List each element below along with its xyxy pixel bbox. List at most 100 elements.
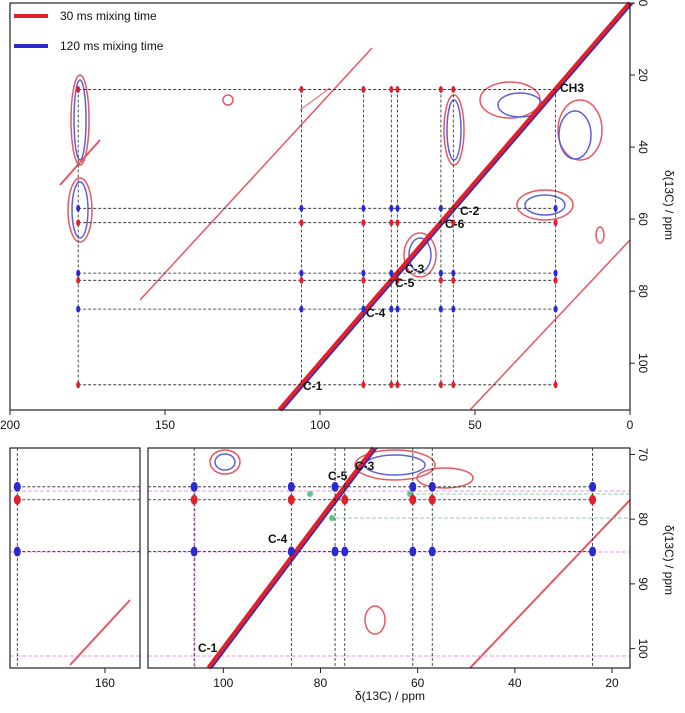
contours-bottom bbox=[10, 449, 631, 669]
cross-peak bbox=[76, 381, 81, 389]
cross-peak bbox=[438, 269, 443, 277]
cross-peak bbox=[589, 494, 597, 505]
annotation: CH3 bbox=[560, 81, 584, 95]
cross-peak bbox=[395, 204, 400, 212]
cross-peak bbox=[409, 494, 417, 505]
cross-peak bbox=[395, 85, 400, 93]
cross-peak bbox=[395, 276, 400, 284]
annotation: C-4 bbox=[268, 532, 288, 546]
legend-label: 30 ms mixing time bbox=[60, 9, 157, 23]
cross-peak bbox=[76, 204, 81, 212]
y-tick-label: 100 bbox=[636, 353, 650, 373]
cross-peak bbox=[589, 546, 597, 557]
cross-peak bbox=[331, 546, 339, 557]
y-tick-label: 0 bbox=[636, 0, 650, 7]
cross-peak bbox=[451, 85, 456, 93]
cross-peak bbox=[428, 481, 436, 492]
cross-peak bbox=[331, 481, 339, 492]
cross-peak bbox=[299, 276, 304, 284]
cross-peak bbox=[589, 481, 597, 492]
cross-peak bbox=[438, 276, 443, 284]
cross-peak bbox=[299, 305, 304, 313]
cross-peak bbox=[451, 276, 456, 284]
cross-peak bbox=[13, 481, 21, 492]
cross-peak bbox=[428, 494, 436, 505]
cross-peak bbox=[287, 494, 295, 505]
cross-peak bbox=[553, 219, 558, 227]
y-axis-label: δ(13C) / ppm bbox=[662, 525, 676, 595]
cross-peak bbox=[438, 204, 443, 212]
cross-peak bbox=[451, 305, 456, 313]
cross-peak bbox=[438, 305, 443, 313]
cross-peak bbox=[299, 85, 304, 93]
annotation: C-5 bbox=[328, 469, 348, 483]
annotation: C-6 bbox=[445, 217, 465, 231]
cross-peak bbox=[341, 494, 349, 505]
cross-peak bbox=[361, 269, 366, 277]
x-tick-label: 0 bbox=[627, 418, 634, 432]
x-tick-label: 150 bbox=[155, 418, 175, 432]
cross-peak bbox=[190, 494, 198, 505]
cross-peak bbox=[361, 305, 366, 313]
cross-peak bbox=[287, 481, 295, 492]
x-tick-label: 60 bbox=[411, 676, 425, 690]
x-tick-label: 20 bbox=[605, 676, 619, 690]
cross-peak bbox=[389, 269, 394, 277]
legend: 30 ms mixing time 120 ms mixing time bbox=[14, 9, 164, 53]
x-tick-label: 100 bbox=[213, 676, 233, 690]
annotation: C-1 bbox=[198, 641, 218, 655]
cross-peak bbox=[361, 85, 366, 93]
diagonal bbox=[211, 447, 378, 669]
diagonal bbox=[282, 2, 634, 411]
cross-peak bbox=[553, 204, 558, 212]
y-tick-label: 40 bbox=[636, 140, 650, 154]
diagonal bbox=[277, 1, 632, 412]
cross-peak bbox=[299, 269, 304, 277]
y-axis-label: δ(13C) / ppm bbox=[662, 170, 676, 240]
cross-peak bbox=[361, 276, 366, 284]
cross-peak bbox=[341, 546, 349, 557]
x-tick-label: 200 bbox=[0, 418, 20, 432]
cross-peak bbox=[76, 305, 81, 313]
y-tick-label: 80 bbox=[636, 512, 650, 526]
contours bbox=[59, 47, 631, 411]
cross-peak bbox=[553, 381, 558, 389]
cross-peak bbox=[76, 85, 81, 93]
cross-peak bbox=[451, 381, 456, 389]
annotation: C-2 bbox=[460, 204, 480, 218]
cross-peak bbox=[287, 546, 295, 557]
cross-peak bbox=[76, 219, 81, 227]
cross-peak bbox=[428, 546, 436, 557]
annotation: C-3 bbox=[355, 459, 375, 473]
cross-peak bbox=[389, 204, 394, 212]
cross-peak bbox=[409, 481, 417, 492]
y-tick-label: 80 bbox=[636, 284, 650, 298]
cross-peak bbox=[395, 219, 400, 227]
cross-peak bbox=[13, 546, 21, 557]
cross-peak bbox=[395, 305, 400, 313]
cross-peak bbox=[361, 219, 366, 227]
cross-peak bbox=[361, 204, 366, 212]
cross-peak bbox=[76, 269, 81, 277]
cross-peak bbox=[395, 381, 400, 389]
axes-frame bbox=[9, 447, 141, 669]
cross-peak bbox=[389, 219, 394, 227]
annotation: C-1 bbox=[303, 379, 323, 393]
cross-peak bbox=[451, 219, 456, 227]
annotation: C-5 bbox=[395, 276, 415, 290]
plot: 200 150 100 50 0 0 20 40 60 80 100 160 100 80 60 40 20 70… bbox=[0, 0, 650, 690]
cross-peak bbox=[553, 269, 558, 277]
annotation: C-3 bbox=[405, 262, 425, 276]
cross-peak bbox=[389, 381, 394, 389]
cross-peak bbox=[389, 85, 394, 93]
axes-frame bbox=[147, 447, 631, 669]
cross-peak bbox=[13, 494, 21, 505]
cross-peak bbox=[409, 546, 417, 557]
cross-peak bbox=[438, 85, 443, 93]
cross-peak bbox=[361, 381, 366, 389]
y-tick-label: 70 bbox=[636, 448, 650, 462]
axes-frame bbox=[9, 2, 631, 411]
x-axis-label: δ(13C) / ppm bbox=[355, 689, 425, 703]
cross-peak bbox=[389, 305, 394, 313]
cross-peak bbox=[299, 204, 304, 212]
